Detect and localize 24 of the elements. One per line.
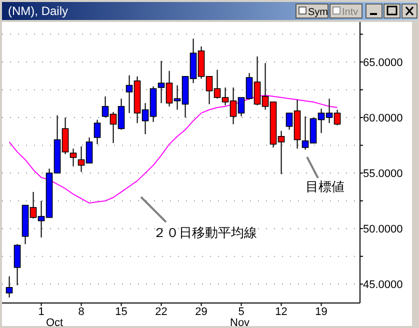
annotation: ２０日移動平均線 xyxy=(153,225,257,240)
chart-title: (NM), Daily xyxy=(8,4,68,18)
x-tick-label: 22 xyxy=(155,306,168,318)
x-tick-label: 5 xyxy=(238,306,244,318)
x-tick-label: 1 xyxy=(38,306,44,318)
y-tick-label: 65.0000 xyxy=(363,56,403,69)
x-tick-label: 29 xyxy=(195,306,208,318)
candlestick xyxy=(14,244,21,286)
candlestick xyxy=(94,119,101,145)
x-tick-label: 19 xyxy=(315,306,328,318)
text: Oct xyxy=(46,317,64,328)
y-tick-label: 60.0000 xyxy=(363,112,403,125)
y-tick-label: 45.0000 xyxy=(363,279,403,292)
candlestick xyxy=(70,148,77,167)
checkbox-button: Sym xyxy=(296,4,328,18)
x-tick-label: 15 xyxy=(115,306,128,318)
x-tick-label: 8 xyxy=(78,306,84,318)
y-tick-label: 50.0000 xyxy=(363,224,403,236)
text: Nov xyxy=(230,317,250,328)
y-tick-label: 55.0000 xyxy=(363,168,403,180)
candlestick xyxy=(6,276,13,298)
annotation: 目標値 xyxy=(306,179,344,194)
x-tick-label: 12 xyxy=(275,306,288,318)
checkbox-button: Intv xyxy=(330,4,362,18)
